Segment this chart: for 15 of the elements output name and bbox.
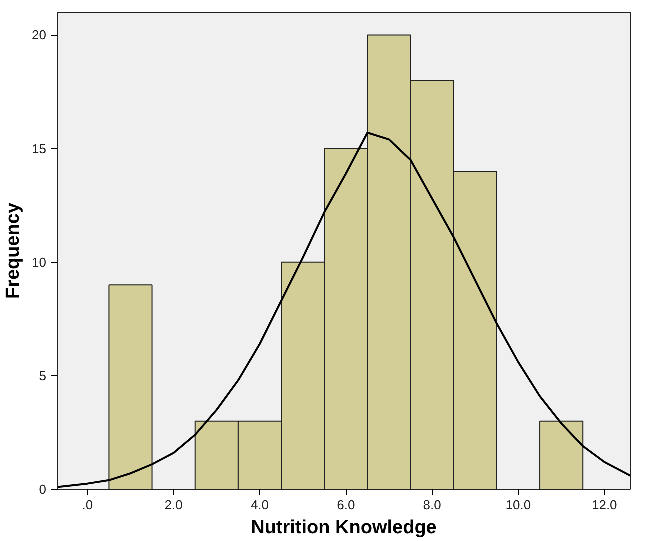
x-tick-label: 4.0: [250, 498, 270, 512]
y-axis-title: Frequency: [3, 202, 24, 300]
y-tick-label: 10: [32, 254, 47, 270]
y-tick-label: 5: [39, 368, 47, 384]
x-tick-label: 2.0: [164, 498, 183, 512]
y-tick-label: 20: [32, 28, 47, 43]
y-tick-label: 15: [32, 141, 47, 156]
x-tick-label: 6.0: [337, 498, 356, 512]
x-tick-label: .0: [82, 498, 94, 512]
x-tick-label: 8.0: [423, 498, 442, 512]
y-tick-label: 0: [39, 482, 47, 497]
line-series: [58, 132, 630, 488]
x-axis-title: Nutrition Knowledge: [251, 518, 437, 538]
x-tick-label: 10.0: [506, 498, 532, 512]
x-tick-label: 12.0: [592, 498, 618, 512]
